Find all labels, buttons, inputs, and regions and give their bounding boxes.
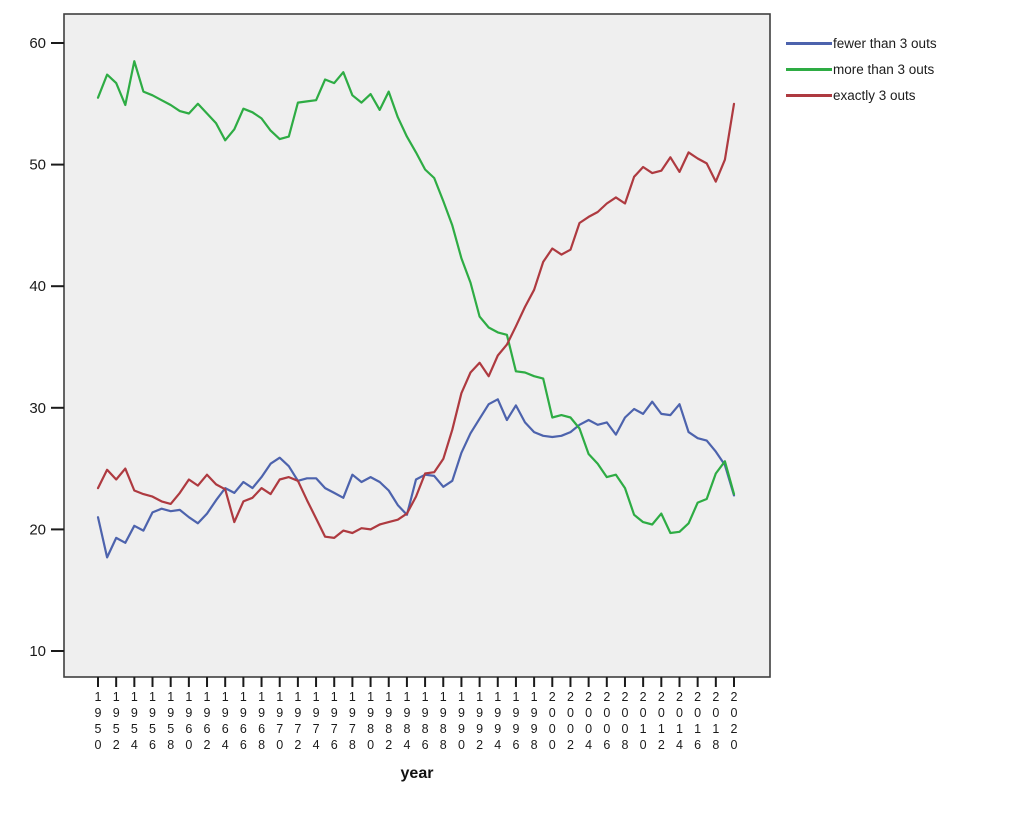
chart-legend: fewer than 3 outs more than 3 outs exact… (786, 30, 937, 108)
y-tick-label: 40 (29, 278, 46, 295)
y-tick-label: 30 (29, 400, 46, 417)
x-axis-title: year (400, 765, 434, 782)
plot-area (63, 13, 771, 678)
legend-item-fewer-than-3-outs: fewer than 3 outs (786, 30, 937, 56)
y-tick-label: 10 (29, 643, 46, 660)
series-fewer-than-3-outs (96, 398, 736, 559)
y-axis: 10 20 30 40 50 60 (29, 35, 64, 660)
legend-label: fewer than 3 outs (833, 35, 937, 51)
legend-item-exactly-3-outs: exactly 3 outs (786, 82, 937, 108)
series-more-than-3-outs (96, 60, 736, 535)
legend-line-swatch-red (786, 93, 832, 97)
series-lines (96, 60, 736, 559)
x-axis: 1 9 5 0 1 9 5 2 1 9 5 4 1 9 5 6 1 9 5 8 1 9 6 0 1 9 6 2 1 9 6 4 1 9 6 6 1 9 6 8… (95, 677, 738, 752)
legend-item-more-than-3-outs: more than 3 outs (786, 56, 937, 82)
y-tick-label: 50 (29, 157, 46, 174)
y-tick-label: 60 (29, 35, 46, 52)
legend-label: more than 3 outs (833, 61, 935, 77)
legend-line-swatch-blue (786, 41, 832, 45)
legend-line-swatch-green (786, 67, 832, 71)
legend-label: exactly 3 outs (833, 87, 916, 103)
series-exactly-3-outs (96, 102, 736, 540)
y-tick-label: 20 (29, 521, 46, 538)
